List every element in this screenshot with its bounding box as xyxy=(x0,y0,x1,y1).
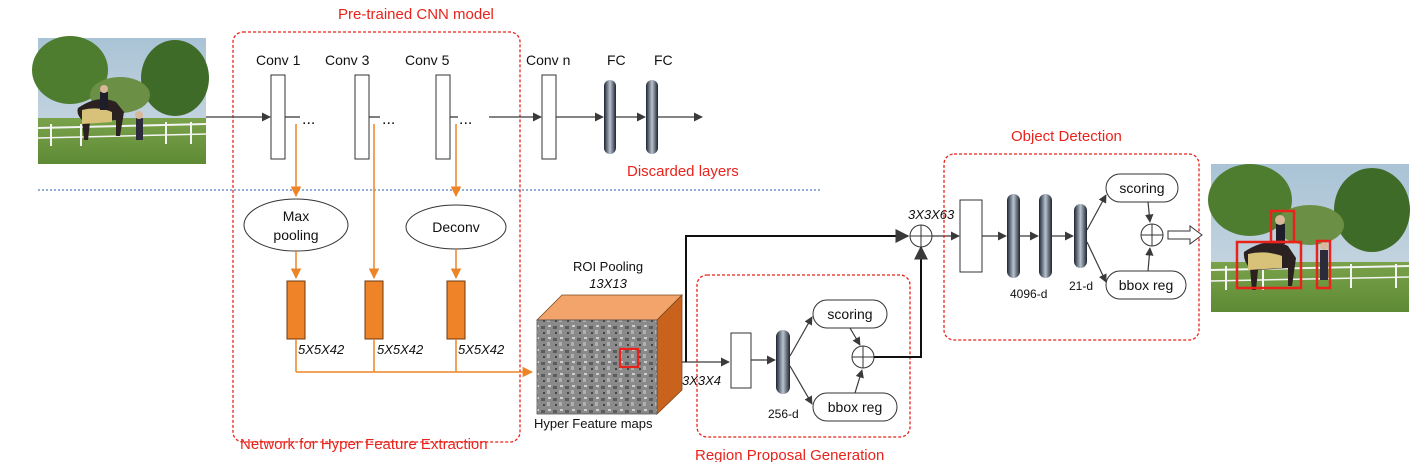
ellipsis-2: ... xyxy=(382,111,395,128)
hyper-feature-title: Network for Hyper Feature Extraction xyxy=(240,436,488,453)
feature-dim-3: 5X5X42 xyxy=(458,342,505,357)
det-scoring-node xyxy=(1105,173,1179,203)
detection-box-horse xyxy=(1235,240,1303,290)
output-arrow-icon xyxy=(1167,225,1203,245)
feature-dim-1: 5X5X42 xyxy=(298,342,345,357)
fc2-label: FC xyxy=(654,52,673,68)
conv5-label: Conv 5 xyxy=(405,52,450,68)
det-scoring-label: scoring xyxy=(1119,180,1164,196)
hyper-maps-label: Hyper Feature maps xyxy=(534,416,653,431)
merge-icon xyxy=(909,224,933,248)
ellipsis-3: ... xyxy=(459,111,472,128)
region-proposal-title: Region Proposal Generation xyxy=(695,447,884,462)
detection-box-rider xyxy=(1269,209,1296,244)
feature-dim-2: 5X5X42 xyxy=(377,342,424,357)
det-fc2-layer xyxy=(1039,194,1052,278)
det-conv-layer xyxy=(959,199,983,273)
rpn-combine-icon xyxy=(851,345,875,369)
rpn-input-dim: 3X3X4 xyxy=(682,373,721,388)
discarded-label: Discarded layers xyxy=(627,163,739,180)
conv1-label: Conv 1 xyxy=(256,52,301,68)
maxpool-label-1: Max xyxy=(283,208,309,224)
convn-label: Conv n xyxy=(526,52,570,68)
rpn-fc-layer xyxy=(776,330,790,394)
roi-title: ROI Pooling xyxy=(573,259,643,274)
det-bbox-label: bbox reg xyxy=(1119,277,1173,293)
rpn-scoring-label: scoring xyxy=(827,306,872,322)
fc1-label: FC xyxy=(607,52,626,68)
det-bbox-node xyxy=(1105,270,1187,300)
det-fc1-layer xyxy=(1007,194,1020,278)
roi-box xyxy=(618,347,640,369)
conv3-label: Conv 3 xyxy=(325,52,370,68)
convn-layer xyxy=(541,74,557,160)
output-image xyxy=(1208,164,1410,312)
det-combine-icon xyxy=(1140,223,1164,247)
ellipsis-1: ... xyxy=(302,111,315,128)
feature-block-1 xyxy=(286,280,306,340)
det-fc3-layer xyxy=(1074,204,1087,268)
detection-skip-arrow xyxy=(685,229,910,362)
conv5-layer xyxy=(435,74,451,160)
det-fc2-dim: 21-d xyxy=(1069,279,1093,293)
rpn-bbox-label: bbox reg xyxy=(828,399,882,415)
roi-size: 13X13 xyxy=(589,276,627,291)
object-detection-title: Object Detection xyxy=(1011,128,1122,145)
maxpool-op xyxy=(243,198,349,252)
rpn-output-arrow xyxy=(874,245,928,358)
object-detection-region xyxy=(943,153,1200,341)
feature-block-3 xyxy=(446,280,466,340)
feature-block-2 xyxy=(364,280,384,340)
det-fc-dim: 4096-d xyxy=(1010,287,1047,301)
fc2-layer xyxy=(646,80,658,154)
input-image xyxy=(32,36,209,164)
fc1-layer xyxy=(604,80,616,154)
pretrained-title: Pre-trained CNN model xyxy=(338,6,494,23)
maxpool-label-2: pooling xyxy=(273,227,318,243)
detection-box-person xyxy=(1315,239,1332,290)
conv1-layer xyxy=(270,74,286,160)
region-proposal-region xyxy=(696,274,911,438)
deconv-label: Deconv xyxy=(432,219,479,235)
rpn-fc-dim: 256-d xyxy=(768,407,799,421)
conv3-layer xyxy=(354,74,370,160)
det-input-dim: 3X3X63 xyxy=(908,207,955,222)
hyper-feature-cube xyxy=(536,294,683,415)
hyper-feature-region xyxy=(232,31,521,443)
rpn-conv-layer xyxy=(730,332,752,389)
